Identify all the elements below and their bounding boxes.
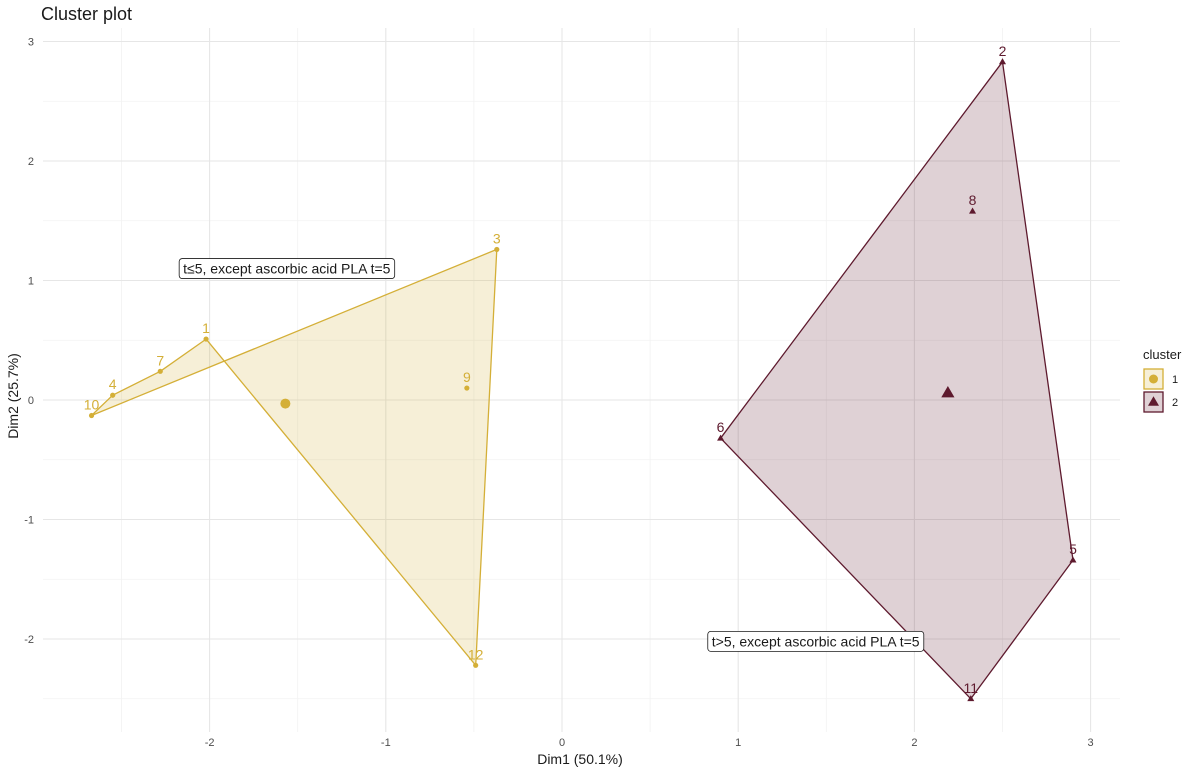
cluster-1-hull [90, 248, 498, 666]
annotation-1: t≤5, except ascorbic acid PLA t=5 [178, 258, 396, 279]
point-label-2: 2 [999, 43, 1007, 59]
cluster-1-centroid [280, 398, 291, 409]
cluster-1-point-3 [494, 246, 500, 253]
cluster-2-point-8 [969, 207, 977, 214]
cluster-1-point-12 [473, 662, 479, 668]
legend-marker [1149, 374, 1158, 384]
y-tick-label: 2 [28, 156, 34, 168]
cluster-2-point-6 [717, 434, 725, 441]
legend-label: 1 [1172, 374, 1178, 386]
x-tick-labels: -2 -1 0 1 2 3 [205, 737, 1094, 749]
y-tick-label: -1 [24, 515, 34, 527]
x-tick-label: 2 [911, 737, 917, 749]
x-tick-label: -1 [381, 737, 391, 749]
cluster-1-point-9 [464, 385, 470, 391]
annotation-box [707, 630, 925, 652]
x-tick-label: -2 [205, 737, 215, 749]
legend-marker [1148, 396, 1159, 406]
point-label-5: 5 [1069, 541, 1077, 557]
cluster-1-point-1 [203, 336, 209, 342]
point-label-10: 10 [84, 397, 100, 413]
cluster-2-point-2 [998, 58, 1007, 65]
cluster-2-hull [719, 61, 1074, 700]
annotation-text: t≤5, except ascorbic acid PLA t=5 [183, 261, 391, 277]
point-label-3: 3 [493, 230, 501, 246]
cluster-2-point-5 [1069, 556, 1077, 563]
legend-title: cluster [1143, 347, 1182, 362]
cluster-1-point-10 [88, 412, 95, 419]
annotations: t≤5, except ascorbic acid PLA t=5 t>5, ex… [178, 258, 925, 652]
legend-label: 2 [1172, 397, 1178, 409]
point-label-6: 6 [717, 419, 725, 435]
legend-item-2: 2 [1143, 391, 1178, 413]
legend: cluster 1 2 [1143, 347, 1182, 413]
minor-gridlines [43, 28, 1120, 732]
x-tick-label: 1 [735, 737, 741, 749]
cluster-hulls [90, 61, 1074, 700]
point-label-8: 8 [969, 192, 977, 208]
annotation-2: t>5, except ascorbic acid PLA t=5 [707, 630, 925, 652]
point-label-9: 9 [463, 369, 471, 385]
y-tick-label: 0 [28, 395, 34, 407]
data-points [88, 58, 1077, 702]
chart-title: Cluster plot [41, 4, 132, 24]
cluster-2-centroid [941, 385, 955, 398]
major-gridlines [43, 28, 1120, 732]
x-tick-label: 3 [1088, 737, 1094, 749]
cluster-1-point-7 [157, 368, 163, 374]
point-label-12: 12 [468, 646, 484, 662]
legend-item-1: 1 [1143, 368, 1178, 390]
point-label-11: 11 [964, 680, 979, 696]
y-tick-label: 1 [28, 276, 34, 288]
point-label-7: 7 [156, 352, 164, 368]
x-tick-label: 0 [559, 737, 565, 749]
y-tick-label: 3 [28, 37, 34, 49]
point-label-4: 4 [109, 376, 117, 392]
cluster-1-point-4 [110, 392, 116, 398]
point-label-1: 1 [202, 320, 210, 336]
point-labels: 1 3 4 7 9 10 12 2 5 6 8 11 [84, 43, 1077, 696]
y-tick-labels: -2 -1 0 1 2 3 [24, 37, 34, 647]
y-tick-label: -2 [24, 634, 34, 646]
annotation-box [178, 258, 396, 279]
annotation-text: t>5, except ascorbic acid PLA t=5 [712, 633, 920, 649]
y-axis-label: Dim2 (25.7%) [5, 353, 21, 439]
x-axis-label: Dim1 (50.1%) [537, 751, 623, 767]
cluster-2-point-11 [967, 695, 975, 702]
